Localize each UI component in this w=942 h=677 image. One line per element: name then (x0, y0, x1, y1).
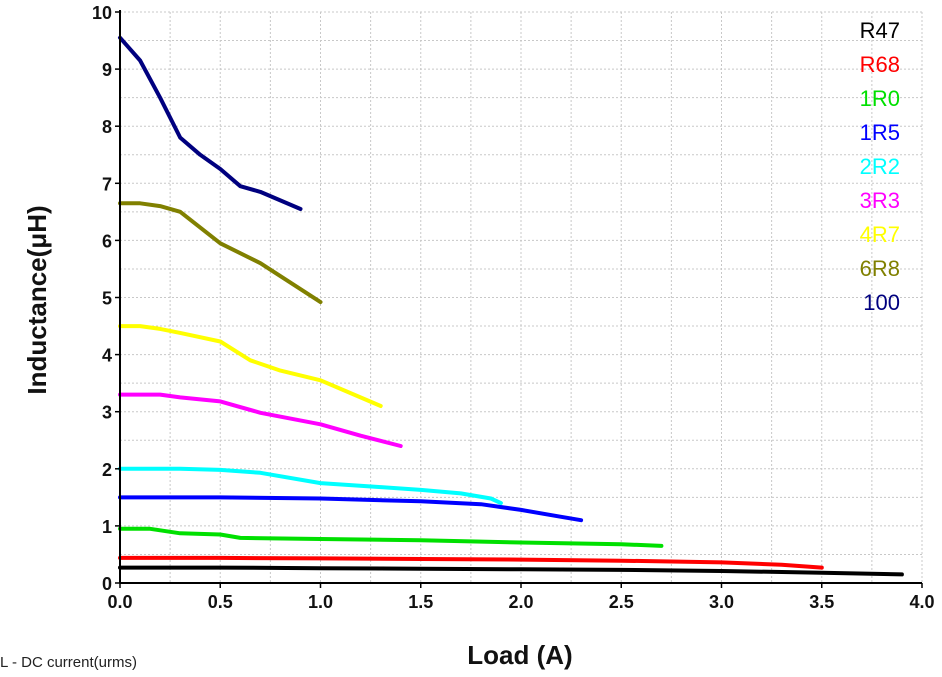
legend-entry-6R8: 6R8 (860, 256, 900, 281)
series-line-3R3 (118, 392, 403, 448)
x-tick-label: 0.5 (208, 592, 233, 612)
series-line-2R2 (118, 466, 503, 506)
series-lines (118, 35, 904, 577)
y-tick-label: 6 (102, 231, 112, 251)
x-axis-title: Load (A) (467, 640, 572, 670)
x-tick-label: 1.5 (408, 592, 433, 612)
footnote: L - DC current(urms) (0, 654, 137, 671)
y-tick-label: 0 (102, 574, 112, 594)
legend-entry-3R3: 3R3 (860, 188, 900, 213)
y-tick-label: 8 (102, 117, 112, 137)
series-line-1R0 (118, 526, 664, 548)
series-line-6R8 (118, 201, 323, 305)
legend-entry-4R7: 4R7 (860, 222, 900, 247)
legend-entry-1R0: 1R0 (860, 86, 900, 111)
x-tick-label: 4.0 (909, 592, 934, 612)
legend-entry-1R5: 1R5 (860, 120, 900, 145)
series-line-1R5 (118, 495, 584, 523)
series-line-100 (118, 35, 303, 211)
y-tick-label: 2 (102, 460, 112, 480)
x-tick-label: 3.5 (809, 592, 834, 612)
x-tick-label: 2.0 (508, 592, 533, 612)
y-tick-label: 3 (102, 403, 112, 423)
x-tick-label: 3.0 (709, 592, 734, 612)
y-tick-label: 5 (102, 289, 112, 309)
series-line-4R7 (118, 324, 383, 408)
grid (119, 11, 923, 584)
legend-entry-100: 100 (863, 290, 900, 315)
y-tick-label: 7 (102, 174, 112, 194)
legend: R47 R68 1R0 1R5 2R2 3R3 4R7 6R8 100 (860, 18, 900, 315)
legend-entry-R68: R68 (860, 52, 900, 77)
legend-entry-R47: R47 (860, 18, 900, 43)
y-axis-title: Inductance(μH) (22, 205, 52, 394)
axes (115, 10, 923, 588)
series-line-R68 (118, 555, 824, 570)
x-tick-label: 0.0 (107, 592, 132, 612)
y-tick-label: 1 (102, 517, 112, 537)
y-tick-label: 10 (92, 3, 112, 23)
tick-labels: 0.0 0.5 1.0 1.5 2.0 2.5 3.0 3.5 4.0 0 1 2 3 4 5 6 7 8 9 10 (92, 3, 935, 612)
series-line-R47 (118, 565, 904, 577)
x-tick-label: 2.5 (609, 592, 634, 612)
y-tick-label: 9 (102, 60, 112, 80)
legend-entry-2R2: 2R2 (860, 154, 900, 179)
x-tick-label: 1.0 (308, 592, 333, 612)
y-tick-label: 4 (102, 346, 112, 366)
